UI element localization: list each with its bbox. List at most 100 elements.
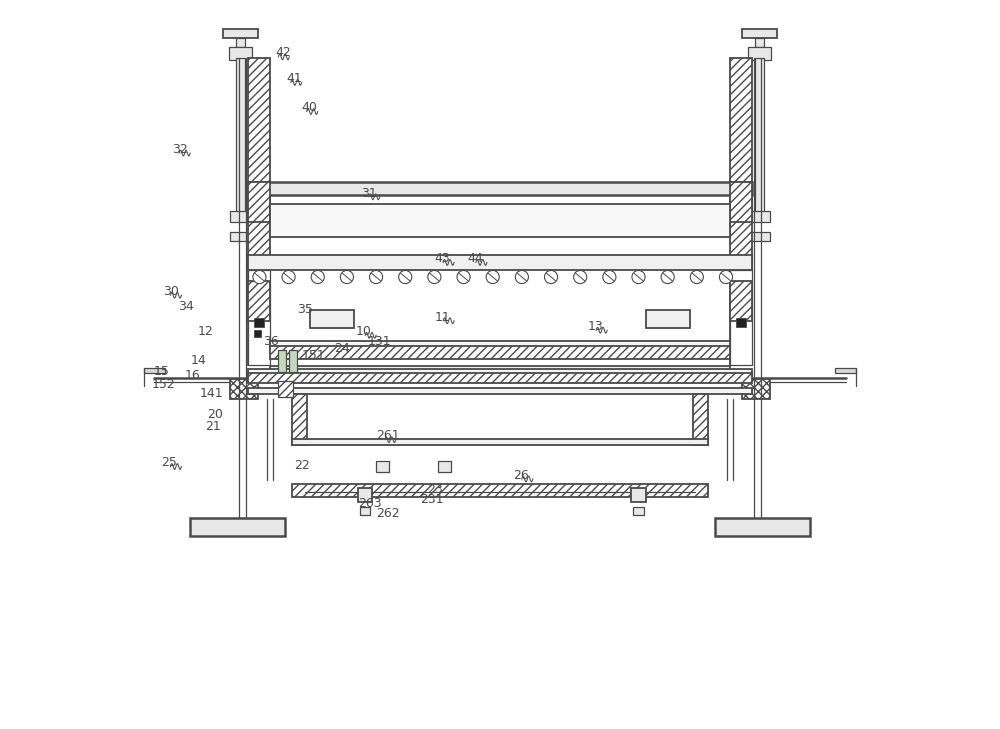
Text: 41: 41 <box>286 72 302 85</box>
Bar <box>278 381 293 397</box>
Bar <box>755 38 764 47</box>
Circle shape <box>311 270 324 284</box>
Bar <box>236 58 245 219</box>
Text: 151: 151 <box>302 349 325 362</box>
Text: 15: 15 <box>154 365 170 378</box>
Text: 263: 263 <box>358 496 381 510</box>
Bar <box>749 232 770 241</box>
Text: 26: 26 <box>513 469 529 482</box>
Bar <box>254 318 264 327</box>
Bar <box>230 379 258 399</box>
Bar <box>438 461 451 472</box>
Text: 34: 34 <box>178 300 194 313</box>
Bar <box>270 346 730 359</box>
Bar <box>248 373 752 383</box>
Text: 23: 23 <box>427 483 443 496</box>
Bar <box>755 58 764 219</box>
Bar <box>633 507 644 515</box>
Bar <box>358 488 372 502</box>
Bar <box>730 281 752 321</box>
Circle shape <box>574 270 587 284</box>
Bar <box>236 38 245 47</box>
Bar <box>292 484 708 497</box>
Text: 32: 32 <box>172 143 188 156</box>
Circle shape <box>340 270 353 284</box>
Bar <box>835 368 856 373</box>
Text: 13: 13 <box>587 320 603 333</box>
Circle shape <box>661 270 674 284</box>
Circle shape <box>603 270 616 284</box>
Bar <box>248 58 270 364</box>
Text: 35: 35 <box>297 303 313 316</box>
Circle shape <box>370 270 383 284</box>
Bar <box>248 182 752 195</box>
Bar <box>248 182 270 222</box>
Bar <box>223 29 258 38</box>
Text: 31: 31 <box>361 187 377 200</box>
Text: 43: 43 <box>434 252 450 265</box>
Bar <box>248 270 270 364</box>
Text: 24: 24 <box>334 342 350 355</box>
Text: 20: 20 <box>207 408 223 421</box>
Bar <box>736 318 746 327</box>
Text: 11: 11 <box>434 311 450 324</box>
Bar <box>742 29 777 38</box>
Bar <box>248 255 752 270</box>
Bar <box>748 47 771 60</box>
Bar <box>730 58 752 364</box>
Bar <box>278 350 286 372</box>
Bar <box>631 488 646 502</box>
Bar <box>292 394 307 445</box>
Circle shape <box>428 270 441 284</box>
Bar <box>693 394 708 445</box>
Text: 12: 12 <box>197 325 213 338</box>
Bar <box>270 204 730 237</box>
Circle shape <box>719 270 733 284</box>
Bar <box>230 211 251 222</box>
Bar <box>749 211 770 222</box>
Text: 44: 44 <box>467 252 483 265</box>
Bar <box>289 350 297 372</box>
Text: 152: 152 <box>152 378 175 391</box>
Bar <box>360 507 370 515</box>
Bar <box>270 341 730 350</box>
Bar <box>190 518 285 536</box>
Circle shape <box>632 270 645 284</box>
Bar <box>248 281 270 321</box>
Circle shape <box>399 270 412 284</box>
Bar <box>742 379 770 399</box>
Bar <box>376 461 389 472</box>
Circle shape <box>282 270 295 284</box>
Text: 262: 262 <box>376 507 400 521</box>
Bar <box>310 310 354 328</box>
Text: 131: 131 <box>367 335 391 348</box>
Text: 10: 10 <box>356 325 372 338</box>
Text: 36: 36 <box>263 335 279 348</box>
Text: 25: 25 <box>161 456 177 469</box>
Circle shape <box>690 270 703 284</box>
Bar <box>730 182 752 222</box>
Text: 14: 14 <box>190 354 206 367</box>
Text: 261: 261 <box>376 429 400 443</box>
Text: 21: 21 <box>205 420 221 433</box>
Circle shape <box>544 270 558 284</box>
Bar <box>646 310 690 328</box>
Circle shape <box>253 270 266 284</box>
Bar <box>715 518 810 536</box>
Bar <box>144 368 165 373</box>
Text: 40: 40 <box>302 101 318 114</box>
Circle shape <box>486 270 499 284</box>
Text: 22: 22 <box>294 459 310 472</box>
Bar <box>292 439 708 445</box>
Bar <box>254 330 261 337</box>
Bar <box>270 366 730 372</box>
Bar <box>270 209 730 222</box>
Bar <box>230 232 251 241</box>
Circle shape <box>457 270 470 284</box>
Text: 42: 42 <box>275 46 291 59</box>
Bar <box>730 270 752 364</box>
Bar <box>248 388 752 394</box>
Bar <box>248 369 752 376</box>
Bar <box>229 47 252 60</box>
Text: 231: 231 <box>420 493 443 506</box>
